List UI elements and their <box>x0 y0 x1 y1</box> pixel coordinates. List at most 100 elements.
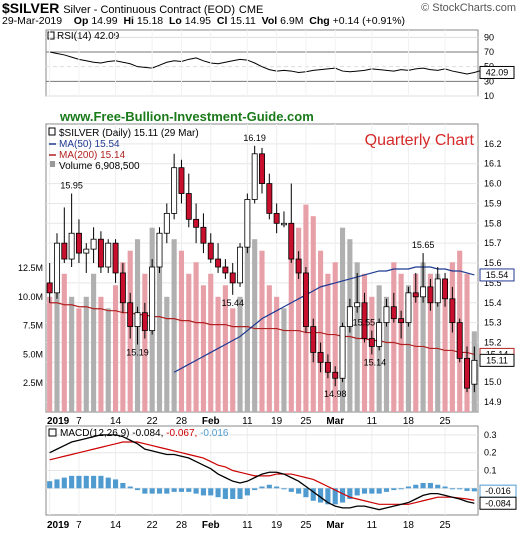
macd-histogram-bar <box>296 488 302 494</box>
macd-legend-value: -0.084, <box>132 428 166 439</box>
price-x-label: 22 <box>147 416 159 427</box>
candle-body <box>83 248 90 254</box>
candle-body <box>427 286 434 304</box>
price-x-label: 11 <box>242 416 253 427</box>
macd-x-label: 22 <box>147 520 159 531</box>
macd-histogram-bar <box>325 488 331 505</box>
volume-bar <box>310 216 316 412</box>
candle-body <box>237 246 243 284</box>
cl-label: Cl <box>216 15 228 27</box>
hi-value: 15.18 <box>136 15 164 27</box>
price-x-label: 2019 <box>47 416 70 427</box>
volume-bar <box>288 250 294 412</box>
candle-body <box>317 352 324 363</box>
rsi-legend-box <box>47 31 55 40</box>
macd-histogram-bar <box>134 488 141 491</box>
macd-x-label: 25 <box>439 520 451 531</box>
last-price-label: 15.11 <box>486 355 508 365</box>
volume-bar <box>442 285 448 412</box>
macd-x-label: Feb <box>202 520 220 531</box>
volume-bar <box>83 296 89 412</box>
price-annotation: 15.44 <box>221 298 244 308</box>
volume-bar <box>193 262 199 412</box>
macd-histogram-bar <box>464 488 470 491</box>
volume-bar <box>325 273 331 412</box>
macd-histogram-bar <box>54 479 60 489</box>
price-x-label: 19 <box>271 416 283 427</box>
volume-bar <box>120 262 126 412</box>
volume-bar <box>61 273 67 412</box>
macd-histogram-bar <box>237 488 243 499</box>
macd-histogram-bar <box>222 488 228 499</box>
volume-bar <box>383 296 390 412</box>
macd-x-label: 11 <box>367 520 378 531</box>
candle-body <box>61 242 68 260</box>
candle-body <box>193 218 200 228</box>
ma50-price-label: 15.54 <box>486 270 509 280</box>
macd-histogram-bar <box>398 488 404 490</box>
macd-histogram-bar <box>442 486 448 489</box>
candle-body <box>434 278 441 304</box>
site-url: www.Free-Bullion-Investment-Guide.com <box>59 109 314 124</box>
rsi-legend: RSI(14) 42.09 <box>57 31 120 42</box>
volume-bar <box>413 273 419 412</box>
price-tick-label: 15.7 <box>484 238 502 248</box>
macd-histogram-bar <box>105 477 111 489</box>
macd-x-label: 14 <box>110 520 122 531</box>
description: Silver - Continuous Contract (EOD) <box>63 4 235 16</box>
rsi-panel-frame <box>45 29 479 97</box>
macd-histogram-bar <box>361 488 368 494</box>
volume-bar <box>215 296 221 412</box>
volume-bar <box>237 296 243 412</box>
candle-body <box>90 238 97 250</box>
price-tick-label: 15.8 <box>484 218 502 228</box>
volume-bar <box>391 262 397 412</box>
rsi-tick-label: 90 <box>484 32 494 42</box>
volume-bar <box>91 273 97 412</box>
price-x-label: 14 <box>110 416 122 427</box>
candle-body <box>324 361 331 373</box>
macd-histogram-bar <box>156 488 163 494</box>
macd-histogram-bar <box>420 482 426 489</box>
price-legend-symbol: $SILVER (Daily) 15.11 (29 Mar) <box>59 128 199 139</box>
macd-histogram-bar <box>91 475 97 489</box>
price-x-label: Mar <box>326 416 344 427</box>
macd-hist-label: -0.016 <box>485 486 511 496</box>
price-tick-label: 16.0 <box>484 179 502 189</box>
price-annotation: 15.19 <box>126 347 149 357</box>
price-x-label: 7 <box>76 416 82 427</box>
macd-histogram-bar <box>318 488 324 503</box>
macd-histogram-bar <box>98 475 104 489</box>
legend-swatch <box>50 161 55 167</box>
candle-body <box>75 232 82 254</box>
quarterly-chart-title: Quarterly Chart <box>365 132 475 149</box>
cl-value: 15.11 <box>230 15 256 27</box>
candle-body <box>302 272 309 327</box>
candle-body <box>405 292 412 324</box>
price-x-label: 25 <box>300 416 312 427</box>
volume-bar <box>164 296 170 412</box>
candle-body <box>295 258 302 274</box>
price-annotation: 15.65 <box>412 240 435 250</box>
quote-line: 29-Mar-2019 Op 14.99 Hi 15.18 Lo 14.95 C… <box>2 15 405 27</box>
price-tick-label: 15.9 <box>484 198 502 208</box>
candle-body <box>346 306 353 327</box>
macd-histogram-bar <box>61 477 67 489</box>
candle-body <box>171 167 178 214</box>
macd-histogram-bar <box>266 484 272 489</box>
candle-body <box>266 183 273 214</box>
price-legend-volume: Volume 6,908,500 <box>59 161 140 172</box>
candle-body <box>229 272 236 284</box>
candle-body <box>149 266 156 331</box>
chg-label: Chg <box>309 15 330 27</box>
chg-value: +0.14 (+0.91%) <box>332 15 406 27</box>
volume-bar <box>230 308 236 412</box>
candle-body <box>156 232 163 268</box>
volume-bar <box>296 227 302 412</box>
macd-value-label-box <box>479 496 517 510</box>
macd-histogram-bar <box>193 488 199 494</box>
price-annotation: 15.95 <box>60 181 83 191</box>
chart-header-title: $SILVER Silver - Continuous Contract (EO… <box>2 0 263 16</box>
op-value: 14.99 <box>91 15 118 27</box>
